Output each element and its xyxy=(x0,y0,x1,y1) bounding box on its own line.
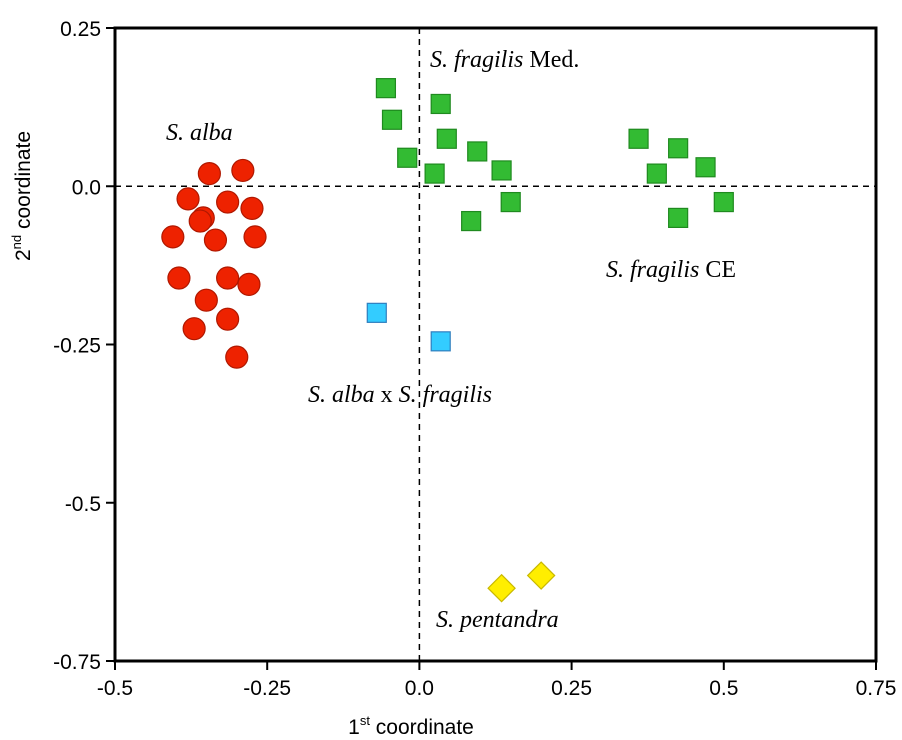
annotation-s-fragilis-med: S. fragilis Med. xyxy=(430,47,579,73)
annotation-hybrid-italic-2: S. fragilis xyxy=(399,382,492,408)
point-square xyxy=(430,331,451,352)
point-circle xyxy=(225,345,249,369)
point-square xyxy=(491,160,512,181)
annotation-s-fragilis-ce-italic: S. fragilis xyxy=(606,257,699,283)
y-axis-title-text: coordinate xyxy=(12,131,35,235)
y-tick-label: -0.75 xyxy=(53,651,101,674)
point-square xyxy=(695,157,716,178)
x-tick-label: 0.75 xyxy=(856,677,897,700)
point-circle xyxy=(188,209,212,233)
x-tick-label: -0.5 xyxy=(97,677,133,700)
point-square xyxy=(381,109,403,130)
annotation-s-pentandra-italic: S. pentandra xyxy=(436,607,559,633)
series-s-alba-x-s-fragilis xyxy=(366,302,451,352)
point-circle xyxy=(240,196,264,221)
point-square xyxy=(713,191,734,213)
annotation-s-fragilis-ce-suffix: CE xyxy=(699,257,736,283)
point-square xyxy=(424,163,445,184)
point-circle xyxy=(182,317,206,341)
point-circle xyxy=(237,272,261,296)
annotation-s-pentandra: S. pentandra xyxy=(436,607,559,633)
series-s-alba xyxy=(161,158,267,369)
y-tick-label: -0.25 xyxy=(53,335,101,358)
x-tick-label: 0.0 xyxy=(405,677,434,700)
series-s-fragilis-med xyxy=(375,78,521,232)
annotation-hybrid: S. alba x S. fragilis xyxy=(308,382,492,408)
x-axis-title-number: 1 xyxy=(348,716,360,739)
point-circle xyxy=(176,187,200,211)
x-tick-label: -0.25 xyxy=(243,677,291,700)
annotation-s-alba-italic: S. alba xyxy=(166,120,233,146)
annotation-s-fragilis-ce: S. fragilis CE xyxy=(606,257,736,283)
point-circle xyxy=(203,228,228,252)
y-tick-label: 0.25 xyxy=(60,18,101,41)
annotation-s-fragilis-med-italic: S. fragilis xyxy=(430,47,523,73)
y-tick-label: 0.0 xyxy=(72,176,101,199)
x-tick-label: 0.25 xyxy=(551,677,592,700)
point-square xyxy=(461,210,482,232)
annotation-hybrid-italic-1: S. alba xyxy=(308,382,375,408)
annotation-s-fragilis-med-suffix: Med. xyxy=(523,47,579,73)
point-circle xyxy=(216,266,240,290)
point-circle xyxy=(167,266,191,290)
point-circle xyxy=(197,161,221,186)
data-points xyxy=(161,78,734,603)
annotation-s-alba: S. alba xyxy=(166,120,233,146)
point-circle xyxy=(216,307,240,331)
y-axis-title-superscript: nd xyxy=(9,235,24,249)
point-square xyxy=(430,93,451,115)
point-square xyxy=(467,141,488,162)
point-diamond xyxy=(487,573,516,603)
point-circle xyxy=(216,190,240,214)
x-axis-title: 1st coordinate xyxy=(348,713,474,739)
series-s-pentandra xyxy=(487,561,556,603)
x-axis-title-text: coordinate xyxy=(370,716,474,739)
point-square xyxy=(397,147,418,168)
x-tick-label: 0.5 xyxy=(709,677,738,700)
point-square xyxy=(668,138,689,159)
point-circle xyxy=(194,288,218,312)
x-axis-title-superscript: st xyxy=(360,713,371,728)
point-square xyxy=(366,302,387,323)
point-circle xyxy=(161,225,185,249)
y-axis-title-number: 2 xyxy=(12,249,35,261)
point-square xyxy=(628,128,649,149)
y-tick-label: -0.5 xyxy=(65,493,101,516)
series-s-fragilis-ce xyxy=(628,128,734,228)
x-axis: -0.5 -0.25 0.0 0.25 0.5 0.75 xyxy=(97,661,897,700)
point-circle xyxy=(243,225,267,249)
point-square xyxy=(375,78,397,99)
y-axis-title: 2nd coordinate xyxy=(9,131,35,261)
point-square xyxy=(500,191,521,213)
point-square xyxy=(646,163,667,184)
annotation-hybrid-cross: x xyxy=(375,382,399,408)
point-circle xyxy=(231,158,255,183)
point-square xyxy=(436,128,457,149)
point-square xyxy=(668,207,689,228)
y-axis: 0.25 0.0 -0.25 -0.5 -0.75 xyxy=(53,18,115,674)
point-diamond xyxy=(526,561,556,590)
